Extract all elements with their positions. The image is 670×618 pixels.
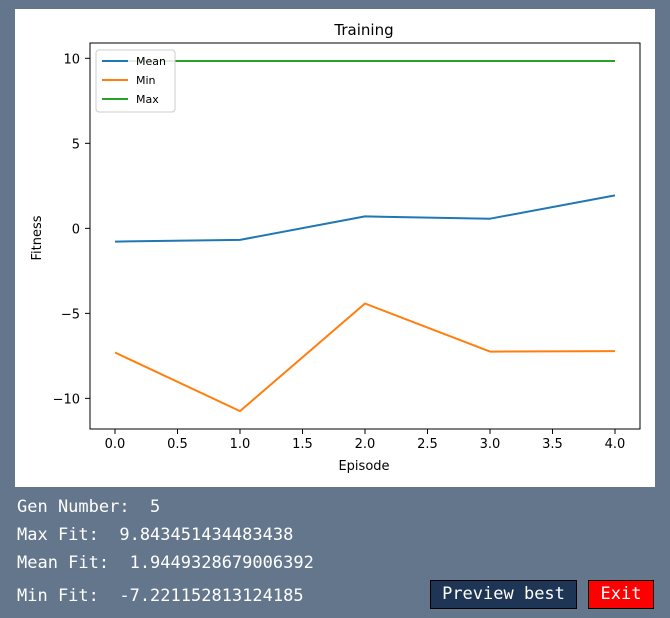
training-chart: Training Episode Fitness 0.0 0.5 1.0 1.5 2.0… [30, 21, 641, 474]
exit-button[interactable]: Exit [588, 580, 654, 609]
legend-box [95, 49, 176, 113]
series-line-min [114, 302, 616, 413]
mean-fit-text: Mean Fit: 1.9449328679006392 [17, 553, 314, 573]
plot-area: 0.0 0.5 1.0 1.5 2.0 2.5 3.0 3.5 4.0 10 5 0 −5 −10 Mean… [53, 42, 641, 452]
x-axis-label: Episode [338, 459, 389, 474]
gen-number-text: Gen Number: 5 [17, 497, 161, 517]
x-tick-label: 3.0 [480, 437, 501, 452]
max-fit-text: Max Fit: 9.843451434483438 [17, 525, 294, 545]
x-tick-label: 0.5 [167, 437, 188, 452]
y-tick-label: 5 [72, 137, 80, 152]
x-tick-label: 1.5 [292, 437, 313, 452]
y-axis-label: Fitness [30, 215, 45, 260]
chart-title: Training [333, 21, 393, 39]
x-tick-label: 0.0 [105, 437, 126, 452]
min-fit-text: Min Fit: -7.221152813124185 [17, 586, 304, 606]
y-tick-label: −10 [53, 392, 80, 407]
legend-label-mean: Mean [136, 55, 166, 68]
x-tick-label: 4.0 [605, 437, 626, 452]
legend-label-min: Min [136, 74, 156, 87]
preview-best-button[interactable]: Preview best [430, 580, 577, 609]
x-tick-label: 1.0 [230, 437, 251, 452]
legend-label-max: Max [136, 93, 159, 106]
y-tick-label: 0 [72, 222, 80, 237]
series-line-mean [114, 194, 616, 243]
x-tick-label: 3.5 [542, 437, 563, 452]
chart-panel: Training Episode Fitness 0.0 0.5 1.0 1.5 2.0… [15, 9, 655, 487]
x-tick-label: 2.5 [417, 437, 438, 452]
y-tick-label: −5 [61, 307, 80, 322]
x-tick-label: 2.0 [355, 437, 376, 452]
y-tick-label: 10 [63, 52, 80, 67]
